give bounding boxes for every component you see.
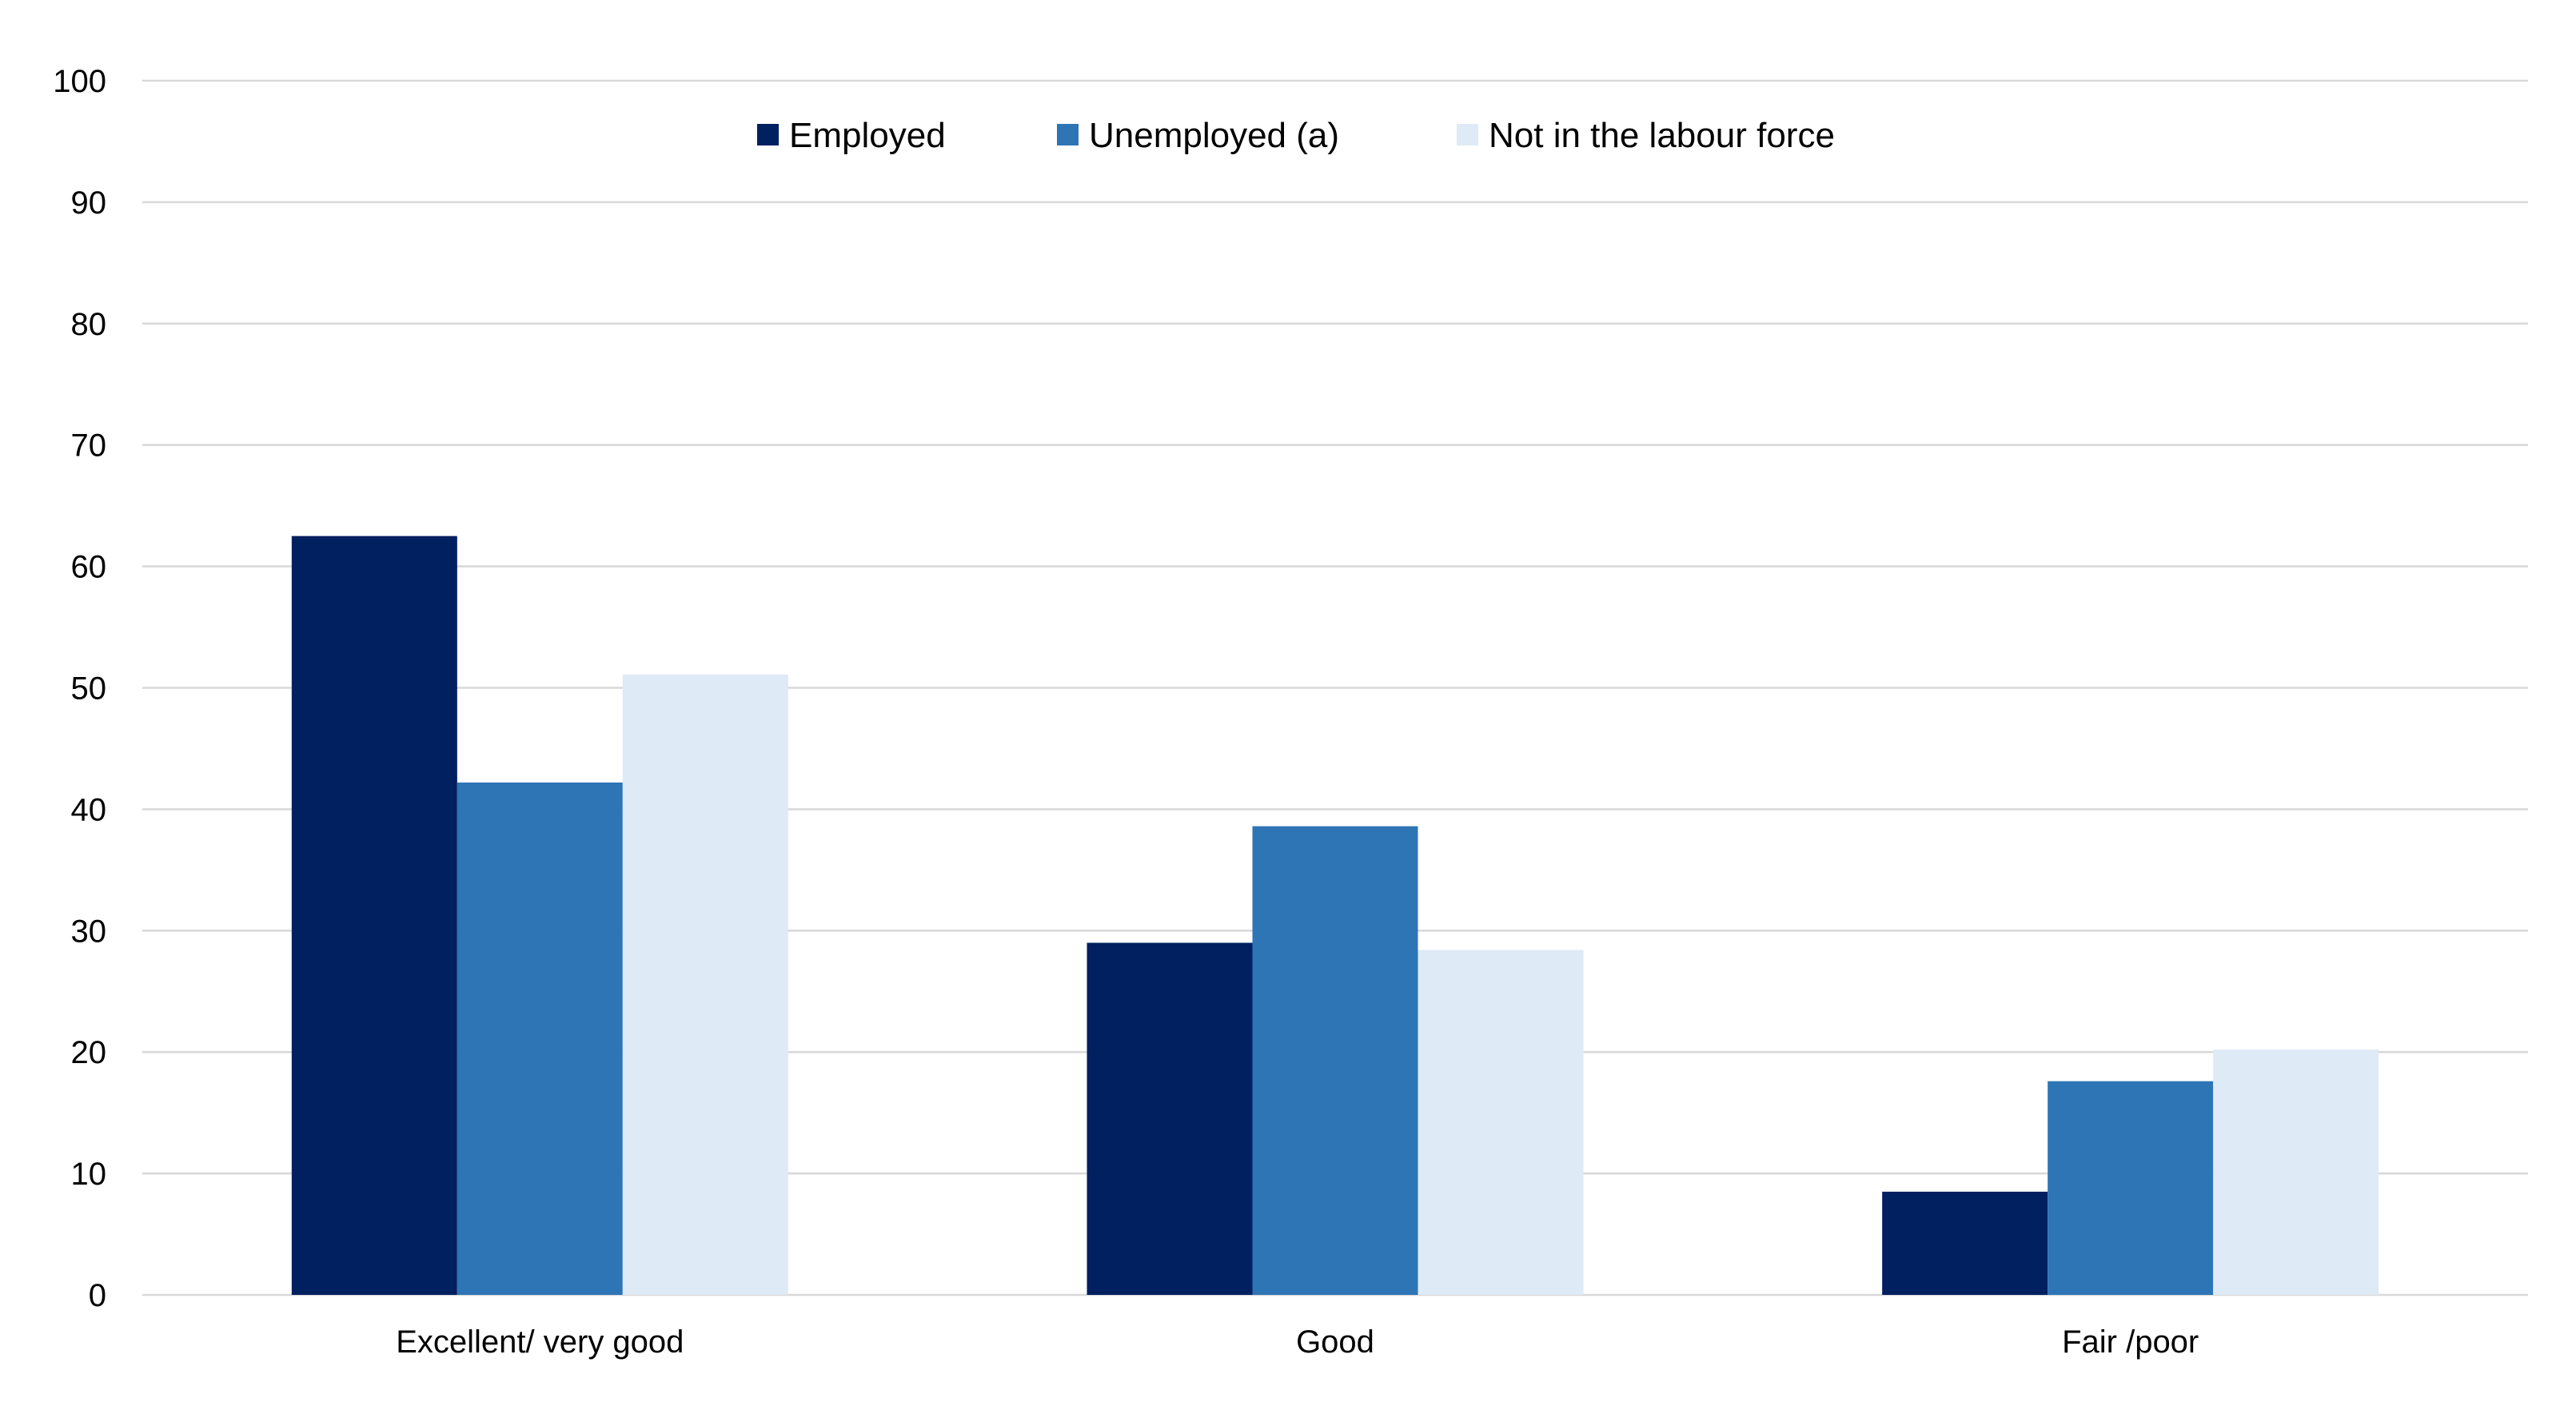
legend-swatch [1457,124,1478,145]
y-tick-label: 10 [71,1157,107,1192]
bar-employed-0 [291,536,457,1295]
x-tick-label: Excellent/ very good [396,1324,684,1360]
y-tick-label: 80 [71,307,107,342]
x-axis-ticks: Excellent/ very good Good Fair /poor [396,1324,2199,1360]
x-tick-label: Good [1296,1324,1374,1360]
bar-not-in-the-labour-force-0 [622,674,788,1295]
legend-label: Employed [789,116,946,155]
bar-not-in-the-labour-force-2 [2213,1050,2379,1295]
bar-employed-1 [1087,942,1253,1295]
x-tick-label: Fair /poor [2062,1324,2199,1360]
bar-unemployed-a-2 [2048,1081,2214,1295]
y-tick-label: 0 [89,1278,106,1313]
y-tick-label: 60 [71,550,107,585]
bar-employed-2 [1882,1191,2048,1295]
legend-label: Unemployed (a) [1089,116,1339,155]
bar-not-in-the-labour-force-1 [1418,950,1584,1295]
legend-swatch [757,124,779,145]
y-axis-ticks: 0 10 20 30 40 50 60 70 80 90 100 [53,64,106,1313]
legend-swatch [1057,124,1079,145]
bar-unemployed-a-0 [457,782,623,1295]
y-tick-label: 30 [71,914,107,949]
y-tick-label: 100 [53,64,106,99]
y-tick-label: 40 [71,792,107,827]
y-tick-label: 90 [71,185,107,221]
bars [291,536,2379,1295]
y-tick-label: 50 [71,671,107,707]
y-tick-label: 70 [71,428,107,464]
bar-unemployed-a-1 [1252,826,1418,1295]
legend: Employed Unemployed (a) Not in the labour … [757,116,1835,155]
y-tick-label: 20 [71,1035,107,1070]
legend-label: Not in the labour force [1489,116,1835,155]
